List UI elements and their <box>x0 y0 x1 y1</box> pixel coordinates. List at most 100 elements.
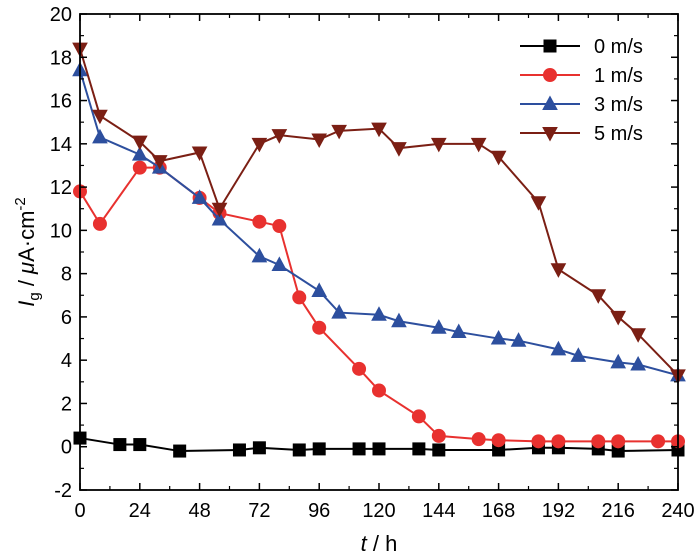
data-point <box>292 443 306 457</box>
data-point <box>211 210 228 226</box>
series-5-m-s <box>72 42 686 384</box>
data-point <box>131 135 148 151</box>
legend-marker <box>543 39 557 53</box>
data-point <box>272 219 287 234</box>
legend-label: 5 m/s <box>594 123 643 145</box>
data-point <box>611 434 626 449</box>
x-tick-label: 216 <box>602 500 635 522</box>
data-point <box>271 256 288 271</box>
data-point <box>431 428 446 443</box>
data-point <box>173 444 187 458</box>
data-point <box>550 340 567 356</box>
series-line <box>79 166 678 443</box>
series-1-m-s <box>73 160 685 449</box>
data-point <box>211 202 228 218</box>
y-tick-label: 18 <box>50 47 72 69</box>
data-point <box>271 129 288 144</box>
data-point <box>252 441 266 455</box>
data-point <box>132 160 147 175</box>
data-point <box>490 329 507 345</box>
data-point <box>232 443 246 457</box>
data-point <box>372 442 386 456</box>
y-axis-subscript: g <box>26 292 43 300</box>
series-line <box>79 437 679 453</box>
series-line <box>79 69 679 377</box>
plot-frame <box>79 13 679 491</box>
y-tick-label: 10 <box>50 220 72 242</box>
legend-marker <box>543 68 557 82</box>
data-point <box>610 310 627 326</box>
data-point <box>432 443 446 457</box>
y-tick-label: 0 <box>61 437 72 459</box>
legend-label: 0 m/s <box>594 36 643 58</box>
data-point <box>311 282 328 297</box>
y-tick-label: 4 <box>61 350 72 372</box>
data-point <box>411 409 426 424</box>
data-point <box>312 442 326 456</box>
data-point <box>490 150 507 166</box>
legend-marker <box>542 127 558 142</box>
data-point <box>191 146 208 162</box>
y-tick-label: 16 <box>50 91 72 113</box>
x-tick-label: 168 <box>482 500 515 522</box>
legend-item: 5 m/s <box>520 123 643 145</box>
data-point <box>530 196 547 211</box>
data-point <box>131 146 148 161</box>
data-point <box>491 433 506 448</box>
data-point <box>470 137 487 153</box>
data-point <box>331 304 347 319</box>
data-point <box>191 189 208 204</box>
data-point <box>610 353 627 369</box>
data-point <box>252 214 267 229</box>
data-point <box>590 289 607 304</box>
y-axis-variable: I <box>14 301 39 307</box>
x-tick-label: 72 <box>248 500 270 522</box>
y-tick-label: 20 <box>50 4 72 26</box>
data-point <box>251 247 268 263</box>
data-point <box>630 328 646 343</box>
data-point <box>450 323 467 339</box>
legend-item: 0 m/s <box>520 36 643 58</box>
data-point <box>391 312 407 328</box>
y-tick-label: 12 <box>50 177 72 199</box>
x-axis-variable: t <box>361 531 368 556</box>
data-point <box>133 438 147 452</box>
y-axis-superscript: -2 <box>12 197 29 210</box>
data-point <box>371 122 387 138</box>
x-axis-title: t / h <box>361 531 398 556</box>
legend-label: 3 m/s <box>594 94 643 116</box>
y-tick-label: 14 <box>50 134 72 156</box>
y-tick-label: 6 <box>61 307 72 329</box>
data-point <box>412 442 426 456</box>
data-point <box>292 290 307 305</box>
y-axis-title: Ig / μA·cm-2 <box>12 197 43 307</box>
x-tick-label: 192 <box>542 500 575 522</box>
data-point <box>113 438 127 452</box>
legend-marker <box>542 95 558 110</box>
data-point <box>510 332 527 347</box>
data-point <box>92 216 107 231</box>
y-tick-label: -2 <box>54 480 72 502</box>
legend-label: 1 m/s <box>594 65 643 87</box>
data-point <box>92 109 108 125</box>
data-point <box>312 320 327 335</box>
data-point <box>570 347 587 362</box>
series-line <box>79 48 679 377</box>
y-axis-mu: μ <box>14 262 39 275</box>
y-tick-label: 2 <box>61 393 72 415</box>
data-point <box>92 128 108 144</box>
y-axis-separator: / <box>14 274 39 292</box>
data-point <box>591 434 606 449</box>
data-point <box>630 355 646 371</box>
x-axis-separator: / <box>367 531 385 556</box>
y-axis-unit: A·cm <box>14 211 39 262</box>
data-point <box>551 434 566 449</box>
data-point <box>352 442 366 456</box>
x-tick-label: 24 <box>129 500 151 522</box>
x-tick-label: 120 <box>362 500 395 522</box>
legend-item: 3 m/s <box>520 94 643 116</box>
data-point <box>151 155 168 170</box>
x-tick-label: 0 <box>74 500 85 522</box>
data-point <box>651 434 666 449</box>
